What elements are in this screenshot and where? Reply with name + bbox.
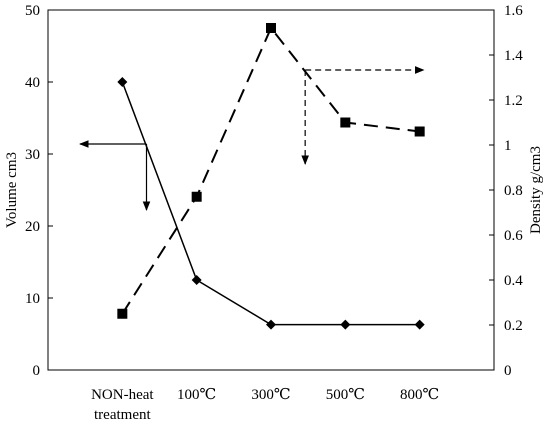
square-point: [117, 308, 128, 319]
diamond-point: [340, 319, 351, 330]
right-axis-title: Density g/cm3: [528, 146, 544, 234]
series-group: [117, 23, 425, 330]
diamond-point: [191, 275, 202, 285]
series-line-dashed: [121, 26, 420, 315]
square-point: [414, 126, 425, 137]
square-point: [191, 191, 202, 202]
right-tick-label: 1.6: [504, 3, 523, 19]
left-tick-label: 50: [25, 3, 40, 19]
square-point: [340, 117, 351, 128]
left-tick-label: 40: [25, 75, 40, 91]
square-point: [266, 23, 276, 33]
left-tick-label: 30: [25, 147, 40, 163]
x-category-label: 800℃: [400, 387, 439, 403]
x-category-label: 100℃: [177, 387, 216, 403]
x-category-label: NON-heat: [91, 387, 154, 403]
left-tick-label: 10: [25, 291, 40, 307]
diamond-point: [117, 77, 128, 87]
axes-group: [47, 9, 495, 371]
right-tick-label: 0.6: [504, 228, 523, 244]
left-axis-title: Volume cm3: [4, 152, 20, 228]
left-tick-label: 20: [25, 219, 40, 235]
labels-group: 0 10 20 30 40 50 0 0.2 0.4 0.6 0.8 1 1.2 1.4 1.6 NON-he…: [4, 3, 544, 423]
diamond-point: [414, 319, 425, 330]
right-tick-label: 1.2: [504, 93, 523, 109]
right-tick-label: 0.4: [504, 273, 523, 289]
x-category-label: 300℃: [251, 387, 290, 403]
x-category-label: 500℃: [326, 387, 365, 403]
annotations-group: [79, 66, 425, 211]
right-tick-label: 0: [504, 363, 512, 379]
x-category-label: treatment: [94, 407, 151, 423]
left-tick-label: 0: [33, 363, 41, 379]
right-tick-label: 0.8: [504, 183, 523, 199]
right-tick-label: 1.4: [504, 48, 523, 64]
plot-frame: [47, 9, 495, 371]
series-line-solid: [121, 81, 420, 326]
right-tick-label: 1: [504, 138, 512, 154]
right-tick-label: 0.2: [504, 318, 523, 334]
diamond-point: [266, 319, 276, 330]
